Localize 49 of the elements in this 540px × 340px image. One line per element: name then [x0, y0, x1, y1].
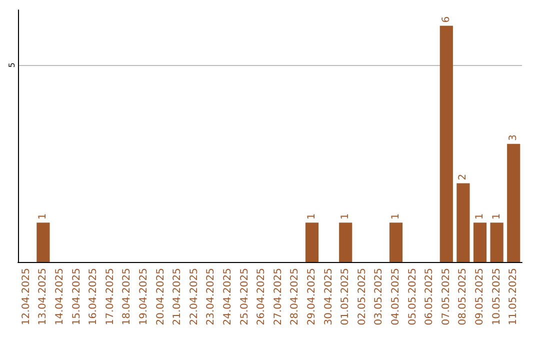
y-tick-label: 5: [8, 62, 16, 68]
x-tick-label: 09.05.2025: [474, 268, 486, 326]
x-tick-label: 14.04.2025: [54, 268, 66, 326]
x-tick-label: 22.04.2025: [188, 268, 200, 326]
bar: [305, 222, 319, 262]
bar: [339, 222, 352, 262]
x-tick-label: 20.04.2025: [155, 268, 166, 326]
x-tick-label: 21.04.2025: [172, 268, 184, 326]
x-tick-label: 23.04.2025: [206, 268, 217, 326]
x-tick-label: 30.04.2025: [323, 268, 334, 326]
data-label: 1: [491, 213, 502, 220]
x-tick-label: 19.04.2025: [138, 268, 150, 326]
bar: [456, 183, 470, 262]
x-tick-label: 12.04.2025: [20, 268, 32, 326]
x-tick-label: 15.04.2025: [71, 268, 82, 326]
data-label: 1: [474, 213, 486, 220]
x-tick-label: 11.05.2025: [508, 268, 520, 326]
data-label: 1: [38, 213, 49, 220]
x-tick-label: 02.05.2025: [356, 268, 368, 326]
x-tick-label: 27.04.2025: [272, 268, 284, 326]
x-tick-label: 06.05.2025: [424, 268, 436, 326]
data-label: 6: [440, 16, 452, 23]
x-tick-label: 13.04.2025: [38, 268, 49, 326]
data-label: 1: [390, 213, 402, 220]
x-tick-label: 04.05.2025: [390, 268, 402, 326]
x-tick-label: 10.05.2025: [491, 268, 502, 326]
bar: [490, 222, 504, 262]
x-tick-label: 29.04.2025: [306, 268, 318, 326]
x-tick-label: 08.05.2025: [458, 268, 469, 326]
x-tick-label: 18.04.2025: [122, 268, 133, 326]
x-tick-label: 26.04.2025: [256, 268, 268, 326]
data-label: 1: [306, 213, 318, 220]
x-tick-label: 17.04.2025: [104, 268, 116, 326]
data-label: 3: [508, 134, 520, 141]
x-tick-label: 25.04.2025: [239, 268, 250, 326]
bar: [389, 222, 403, 262]
x-tick-label: 03.05.2025: [374, 268, 385, 326]
bar: [507, 144, 520, 262]
x-tick-label: 28.04.2025: [290, 268, 301, 326]
bar: [473, 222, 487, 262]
x-tick-label: 16.04.2025: [88, 268, 100, 326]
bar: [440, 26, 453, 262]
x-tick-label: 01.05.2025: [340, 268, 352, 326]
x-tick-label: 24.04.2025: [222, 268, 234, 326]
bar: [36, 222, 50, 262]
x-tick-label: 05.05.2025: [407, 268, 418, 326]
data-label: 2: [458, 174, 469, 180]
x-tick-label: 07.05.2025: [440, 268, 452, 326]
data-label: 1: [340, 213, 352, 220]
